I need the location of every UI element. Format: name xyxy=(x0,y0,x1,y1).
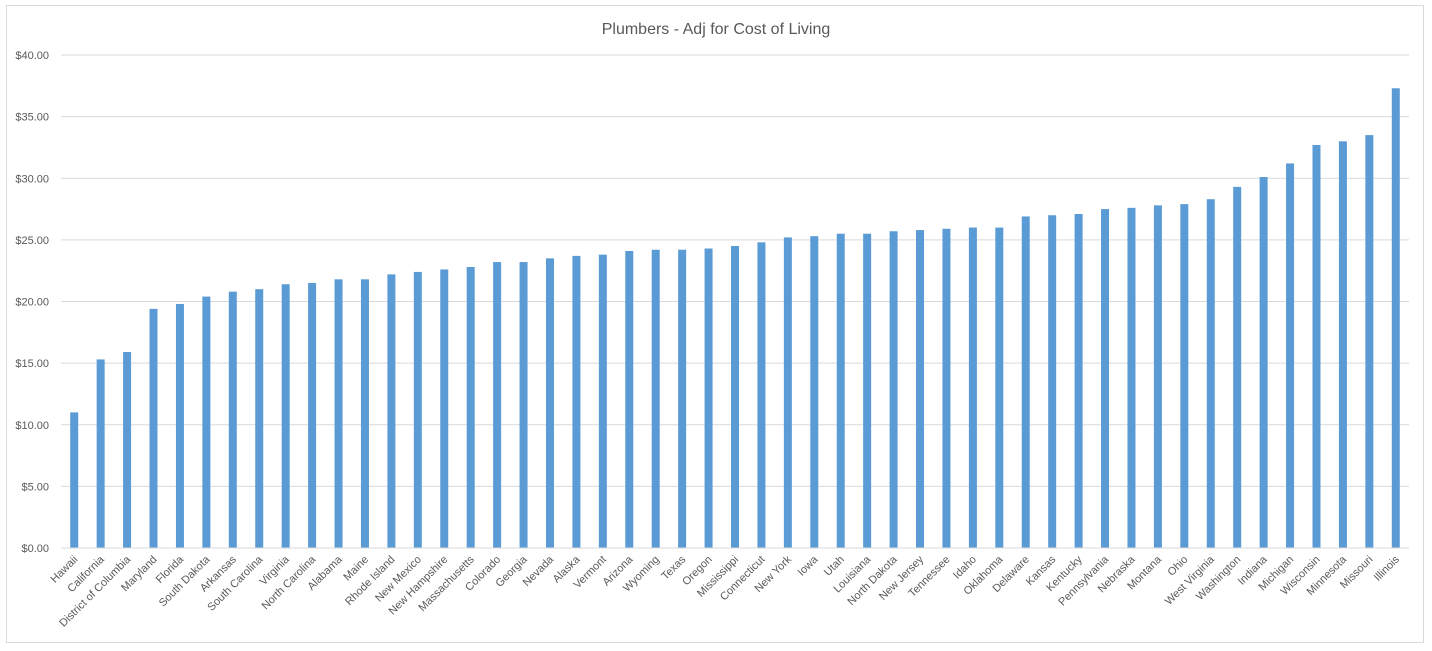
bar-delaware xyxy=(1021,216,1030,548)
bar-florida xyxy=(175,303,184,548)
bar-indiana xyxy=(1259,177,1268,548)
bar-georgia xyxy=(519,262,528,548)
bar-maine xyxy=(360,279,369,548)
bar-nevada xyxy=(545,258,554,548)
bar-montana xyxy=(1153,205,1162,549)
bars xyxy=(70,88,1400,549)
y-tick-label: $20.00 xyxy=(15,297,49,309)
chart-title: Plumbers - Adj for Cost of Living xyxy=(602,21,831,38)
bar-wyoming xyxy=(651,249,660,549)
y-tick-label: $5.00 xyxy=(21,481,49,493)
bar-arizona xyxy=(625,250,634,548)
y-tick-label: $30.00 xyxy=(15,173,49,185)
bar-tennessee xyxy=(942,228,951,548)
bar-utah xyxy=(836,233,845,548)
bar-connecticut xyxy=(757,242,766,548)
bar-chart: Plumbers - Adj for Cost of Living $0.00$… xyxy=(15,21,1409,630)
bar-new-jersey xyxy=(916,230,925,548)
bar-alabama xyxy=(334,279,343,548)
x-tick-label: Iowa xyxy=(795,553,821,579)
bar-north-carolina xyxy=(308,283,317,548)
bar-rhode-island xyxy=(387,274,396,548)
bar-alaska xyxy=(572,255,581,548)
y-tick-label: $25.00 xyxy=(15,235,49,247)
bar-mississippi xyxy=(731,246,739,548)
y-tick-label: $10.00 xyxy=(15,420,49,432)
x-tick-label: Illinois xyxy=(1372,553,1402,583)
bar-minnesota xyxy=(1338,141,1347,548)
bar-iowa xyxy=(810,236,819,549)
bar-virginia xyxy=(281,284,290,548)
y-tick-label: $35.00 xyxy=(15,112,49,124)
bar-oklahoma xyxy=(995,227,1004,549)
bar-oregon xyxy=(704,248,713,548)
bar-ohio xyxy=(1180,204,1189,548)
bar-illinois xyxy=(1391,88,1400,548)
bar-maryland xyxy=(149,308,158,548)
bar-colorado xyxy=(493,262,502,548)
bar-pennsylvania xyxy=(1101,209,1110,548)
bar-california xyxy=(96,359,105,548)
bar-wisconsin xyxy=(1312,144,1321,548)
bar-north-dakota xyxy=(889,231,898,548)
bar-massachusetts xyxy=(466,266,475,548)
y-tick-label: $40.00 xyxy=(15,50,49,62)
bar-vermont xyxy=(598,254,607,549)
bar-south-dakota xyxy=(202,296,211,548)
bar-south-carolina xyxy=(255,289,264,548)
bar-washington xyxy=(1233,186,1242,548)
bar-nebraska xyxy=(1127,207,1136,548)
bar-texas xyxy=(678,249,687,549)
y-tick-label: $0.00 xyxy=(21,543,49,555)
bar-michigan xyxy=(1286,163,1295,548)
bar-kansas xyxy=(1048,215,1057,548)
y-tick-label: $15.00 xyxy=(15,358,49,370)
bar-arkansas xyxy=(228,291,237,548)
bar-district-of-columbia xyxy=(123,352,132,548)
bar-new-york xyxy=(783,237,792,548)
bar-louisiana xyxy=(863,233,872,548)
bar-west-virginia xyxy=(1206,199,1215,548)
bar-new-hampshire xyxy=(440,269,449,548)
bar-kentucky xyxy=(1074,213,1083,548)
bar-hawaii xyxy=(70,412,79,548)
x-tick-label: Nevada xyxy=(521,553,557,589)
bar-idaho xyxy=(968,227,977,549)
chart-frame: Plumbers - Adj for Cost of Living $0.00 $… xyxy=(6,5,1424,643)
bar-new-mexico xyxy=(413,271,422,548)
bar-missouri xyxy=(1365,135,1374,549)
y-axis: $0.00 $5.00 $10.00 $15.00 $20.00 $25.00 $30.00… xyxy=(15,50,49,555)
